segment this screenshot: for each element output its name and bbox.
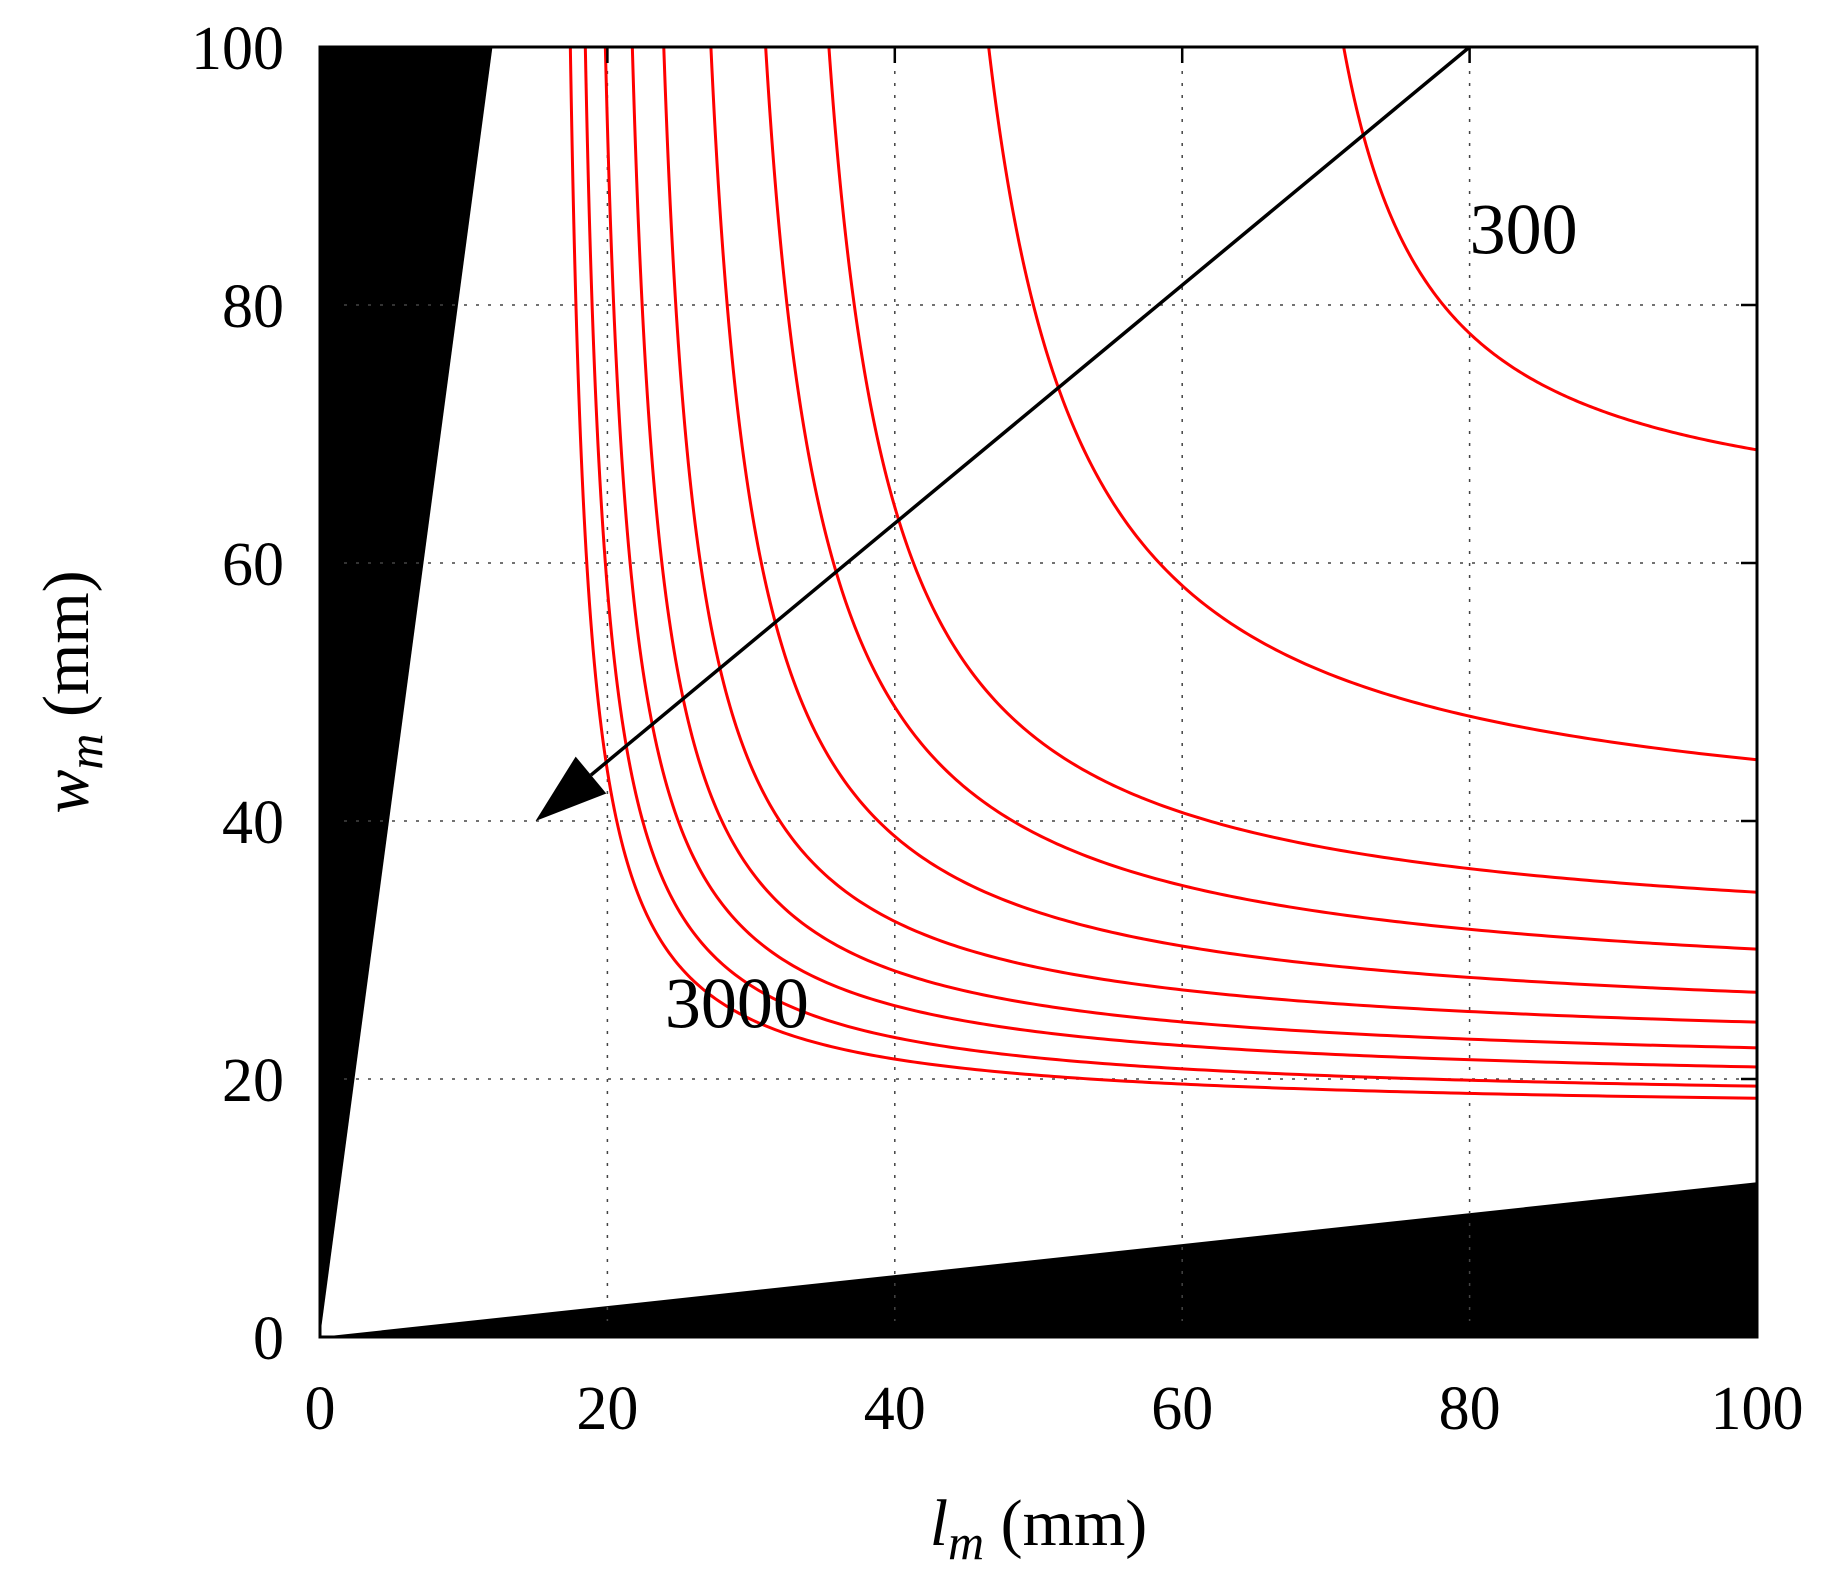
y-axis-sub: m [57,734,113,770]
y-tick-label-4: 80 [222,273,284,341]
y-axis-var: w [30,770,103,814]
plot-frame [318,45,1759,1339]
contour-line-2 [987,46,1758,762]
contour-line-4 [764,46,1758,951]
y-tick-label-3: 60 [222,531,284,599]
y-axis-title: wm (mm) [30,570,113,813]
infeasible-region-upper-left [320,47,493,1337]
x-axis-var: l [930,1487,948,1560]
contour-line-10 [568,46,1758,1100]
y-tick-label-2: 40 [222,789,284,857]
contour-line-8 [603,46,1758,1069]
x-axis-title: lm (mm) [930,1487,1148,1570]
contour-label-0: 300 [1470,189,1578,269]
y-tick-label-1: 20 [222,1047,284,1115]
x-tick-label-5: 100 [1711,1375,1804,1443]
arrow-shaft [589,45,1471,777]
x-tick-label-1: 20 [576,1375,638,1443]
x-tick-label-2: 40 [864,1375,926,1443]
x-axis-unit: (mm) [984,1487,1147,1560]
x-tick-label-0: 0 [305,1375,336,1443]
contour-line-7 [630,46,1758,1050]
contour-lines [568,46,1758,1100]
contour-line-6 [662,46,1758,1024]
infeasible-regions [320,47,1757,1337]
contour-line-9 [583,46,1758,1088]
contour-line-5 [709,46,1758,994]
contour-labels: 300 3000 [665,189,1578,1043]
x-tick-label-3: 60 [1151,1375,1213,1443]
y-tick-label-5: 100 [191,15,284,83]
x-axis-sub: m [948,1514,984,1570]
contour-label-1: 3000 [665,963,809,1043]
direction-arrow [535,45,1471,821]
axis-ticks: 0 20 40 60 80 100 0 20 40 60 80 100 [191,15,1804,1443]
arrow-head [535,756,607,821]
contour-line-3 [827,46,1758,894]
y-axis-unit: (mm) [30,570,103,733]
contour-line-1 [1342,46,1758,452]
x-tick-label-4: 80 [1439,1375,1501,1443]
infeasible-region-lower-right [320,1182,1757,1337]
y-tick-label-0: 0 [253,1305,284,1373]
